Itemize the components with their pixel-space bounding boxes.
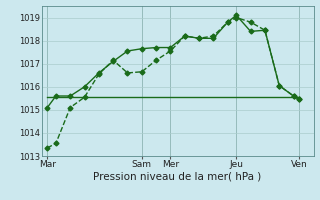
X-axis label: Pression niveau de la mer( hPa ): Pression niveau de la mer( hPa ) bbox=[93, 172, 262, 182]
